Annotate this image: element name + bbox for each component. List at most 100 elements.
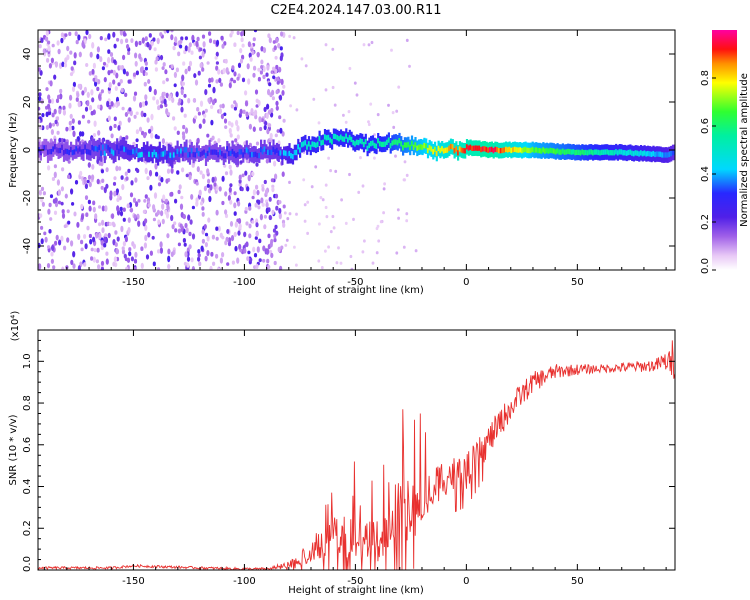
spectrogram-noise-cell bbox=[51, 112, 55, 118]
spectrogram-noise-cell bbox=[183, 113, 187, 118]
spectrogram-noise-cell bbox=[161, 66, 165, 70]
spectrogram-noise-cell bbox=[253, 30, 258, 33]
spectrogram-ridge-core bbox=[71, 149, 74, 156]
spectrogram-noise-cell bbox=[57, 200, 62, 205]
spectrogram-noise-cell bbox=[132, 95, 137, 102]
spectrogram-noise-cell bbox=[66, 209, 70, 214]
spectrogram-noise-cell bbox=[103, 77, 107, 83]
spectrogram-noise-cell bbox=[94, 213, 98, 220]
spectrogram-noise-cell bbox=[199, 62, 203, 68]
spectrogram-noise-cell bbox=[128, 247, 132, 252]
spectrogram-noise-cell bbox=[98, 162, 102, 166]
spectrogram-noise-cell bbox=[274, 224, 278, 230]
spectrogram-noise-cell bbox=[114, 230, 118, 235]
spectrogram-noise-cell bbox=[292, 36, 296, 40]
spectrogram-noise-cell bbox=[321, 198, 325, 202]
spectrogram-noise-cell bbox=[86, 225, 90, 231]
spectrogram-noise-cell bbox=[104, 233, 108, 238]
spectrogram-noise-cell bbox=[156, 209, 160, 216]
spectrogram-ridge-core bbox=[494, 146, 497, 152]
spectrogram-noise-cell bbox=[183, 261, 187, 266]
spectrogram-ridge-core bbox=[540, 148, 543, 154]
spectrogram-noise-cell bbox=[402, 245, 406, 249]
spectrogram-noise-cell bbox=[219, 232, 223, 238]
spectrogram-ridge-core bbox=[616, 150, 619, 156]
spectrogram-ridge-core bbox=[341, 136, 344, 142]
spectrogram-ridge-core bbox=[370, 141, 373, 147]
spectrogram-ridge-core bbox=[380, 141, 383, 148]
spectrogram-noise-cell bbox=[258, 116, 262, 123]
spectrogram-noise-cell bbox=[279, 46, 283, 51]
spectrogram-noise-cell bbox=[160, 210, 164, 217]
spectrogram-noise-cell bbox=[61, 212, 66, 219]
spectrogram-noise-cell bbox=[267, 207, 271, 213]
spectrogram-x-tick-label: -100 bbox=[233, 277, 256, 288]
spectrogram-ridge-core bbox=[666, 152, 669, 158]
spectrogram-noise-cell bbox=[239, 108, 243, 115]
spectrogram-noise-cell bbox=[76, 221, 80, 228]
spectrogram-noise-cell bbox=[229, 221, 234, 227]
spectrogram-noise-cell bbox=[127, 117, 131, 123]
spectrogram-noise-cell bbox=[78, 51, 82, 58]
spectrogram-noise-cell bbox=[219, 82, 223, 87]
spectrogram-ridge-core bbox=[588, 149, 591, 155]
spectrogram-ridge-core bbox=[325, 135, 328, 141]
spectrogram-ridge-core bbox=[101, 144, 105, 150]
snr-series bbox=[38, 340, 675, 570]
colorbar-ticks: 0.0 0.2 0.4 0.6 0.8 bbox=[700, 70, 716, 274]
snr-y-tick-label: 0.0 bbox=[22, 556, 33, 572]
spectrogram-noise-cell bbox=[257, 205, 261, 210]
spectrogram-ridge-core bbox=[384, 141, 387, 147]
spectrogram-noise-cell bbox=[121, 249, 126, 255]
spectrogram-noise-cell bbox=[93, 120, 97, 127]
spectrogram-noise-cell bbox=[246, 63, 250, 70]
spectrogram-noise-cell bbox=[132, 72, 137, 77]
spectrogram-ridge-core bbox=[233, 151, 236, 157]
spectrogram-noise-cell bbox=[119, 206, 123, 212]
spectrogram-noise-cell bbox=[107, 232, 111, 239]
spectrogram-ridge-core bbox=[242, 152, 245, 158]
spectrogram-noise-cell bbox=[60, 235, 64, 242]
spectrogram-ridge-core bbox=[77, 148, 80, 154]
spectrogram-noise-cell bbox=[243, 141, 247, 146]
spectrogram-noise-cell bbox=[268, 123, 272, 128]
spectrogram-y-tick-label: 20 bbox=[22, 96, 33, 109]
spectrogram-x-tick-label: -150 bbox=[122, 277, 145, 288]
spectrogram-noise-cell bbox=[107, 49, 111, 54]
spectrogram-noise-cell bbox=[120, 225, 124, 233]
spectrogram-noise-cell bbox=[281, 90, 285, 96]
spectrogram-noise-cell bbox=[157, 182, 162, 187]
spectrogram-noise-cell bbox=[266, 128, 270, 135]
spectrogram-ridge-core bbox=[84, 144, 87, 150]
spectrogram-noise-cell bbox=[152, 96, 156, 101]
spectrogram-ridge-core bbox=[61, 144, 64, 150]
spectrogram-noise-cell bbox=[275, 89, 279, 95]
spectrogram-noise-cell bbox=[162, 62, 166, 67]
spectrogram-noise-cell bbox=[262, 65, 266, 73]
spectrogram-ridge-core bbox=[615, 149, 618, 155]
spectrogram-noise-cell bbox=[80, 214, 84, 221]
spectrogram-noise-cell bbox=[204, 108, 208, 113]
spectrogram-noise-cell bbox=[209, 265, 213, 270]
spectrogram-ridge-core bbox=[213, 149, 216, 155]
spectrogram-ridge-core bbox=[279, 150, 282, 156]
spectrogram-noise-cell bbox=[359, 156, 362, 160]
spectrogram-noise-cell bbox=[116, 205, 120, 212]
spectrogram-noise-cell bbox=[127, 79, 131, 84]
spectrogram-ridge-core bbox=[574, 150, 577, 156]
spectrogram-noise-cell bbox=[408, 64, 411, 68]
spectrogram-noise-cell bbox=[347, 110, 351, 114]
spectrogram-noise-cell bbox=[277, 42, 281, 49]
spectrogram-noise-cell bbox=[233, 191, 237, 196]
spectrogram-ridge-core bbox=[39, 150, 42, 156]
spectrogram-ridge-core bbox=[544, 148, 547, 154]
spectrogram-ridge-core bbox=[66, 148, 69, 155]
spectrogram-ridge-core bbox=[481, 146, 485, 152]
spectrogram-noise-cell bbox=[270, 252, 274, 259]
spectrogram-noise-cell bbox=[163, 98, 167, 105]
spectrogram-ridge-core bbox=[366, 145, 369, 151]
spectrogram-noise-cell bbox=[390, 48, 393, 52]
spectrogram-noise-cell bbox=[72, 251, 76, 258]
spectrogram-noise-cell bbox=[240, 187, 244, 192]
spectrogram-ridge-core bbox=[304, 140, 307, 146]
